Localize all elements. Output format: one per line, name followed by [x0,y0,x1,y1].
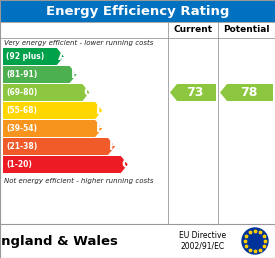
Bar [0,0,275,22]
Text: Very energy efficient - lower running costs: Very energy efficient - lower running co… [4,40,153,46]
Text: (69-80): (69-80) [6,88,37,97]
Text: Not energy efficient - higher running costs: Not energy efficient - higher running co… [4,178,153,184]
Polygon shape [3,156,128,173]
Text: England & Wales: England & Wales [0,235,118,247]
Text: (21-38): (21-38) [6,142,37,151]
Text: (1-20): (1-20) [6,160,32,169]
Text: D: D [96,104,106,117]
Polygon shape [3,138,115,155]
Text: E: E [96,122,105,135]
Polygon shape [3,102,102,119]
Text: Current: Current [174,26,213,35]
Text: F: F [109,140,117,153]
Text: Potential: Potential [223,26,270,35]
Polygon shape [170,84,216,101]
Text: (81-91): (81-91) [6,70,37,79]
Text: G: G [122,158,132,171]
Text: A: A [58,50,67,63]
Text: EU Directive
2002/91/EC: EU Directive 2002/91/EC [179,231,227,251]
Circle shape [242,228,268,254]
Text: (39-54): (39-54) [6,124,37,133]
Text: (55-68): (55-68) [6,106,37,115]
Text: B: B [71,68,80,81]
Polygon shape [220,84,273,101]
Text: (92 plus): (92 plus) [6,52,44,61]
Text: 78: 78 [240,86,257,99]
Polygon shape [3,84,89,101]
Polygon shape [3,66,77,83]
Polygon shape [3,120,102,137]
Text: 73: 73 [186,86,204,99]
Text: C: C [83,86,92,99]
Text: Energy Efficiency Rating: Energy Efficiency Rating [46,4,229,18]
Polygon shape [3,48,64,65]
